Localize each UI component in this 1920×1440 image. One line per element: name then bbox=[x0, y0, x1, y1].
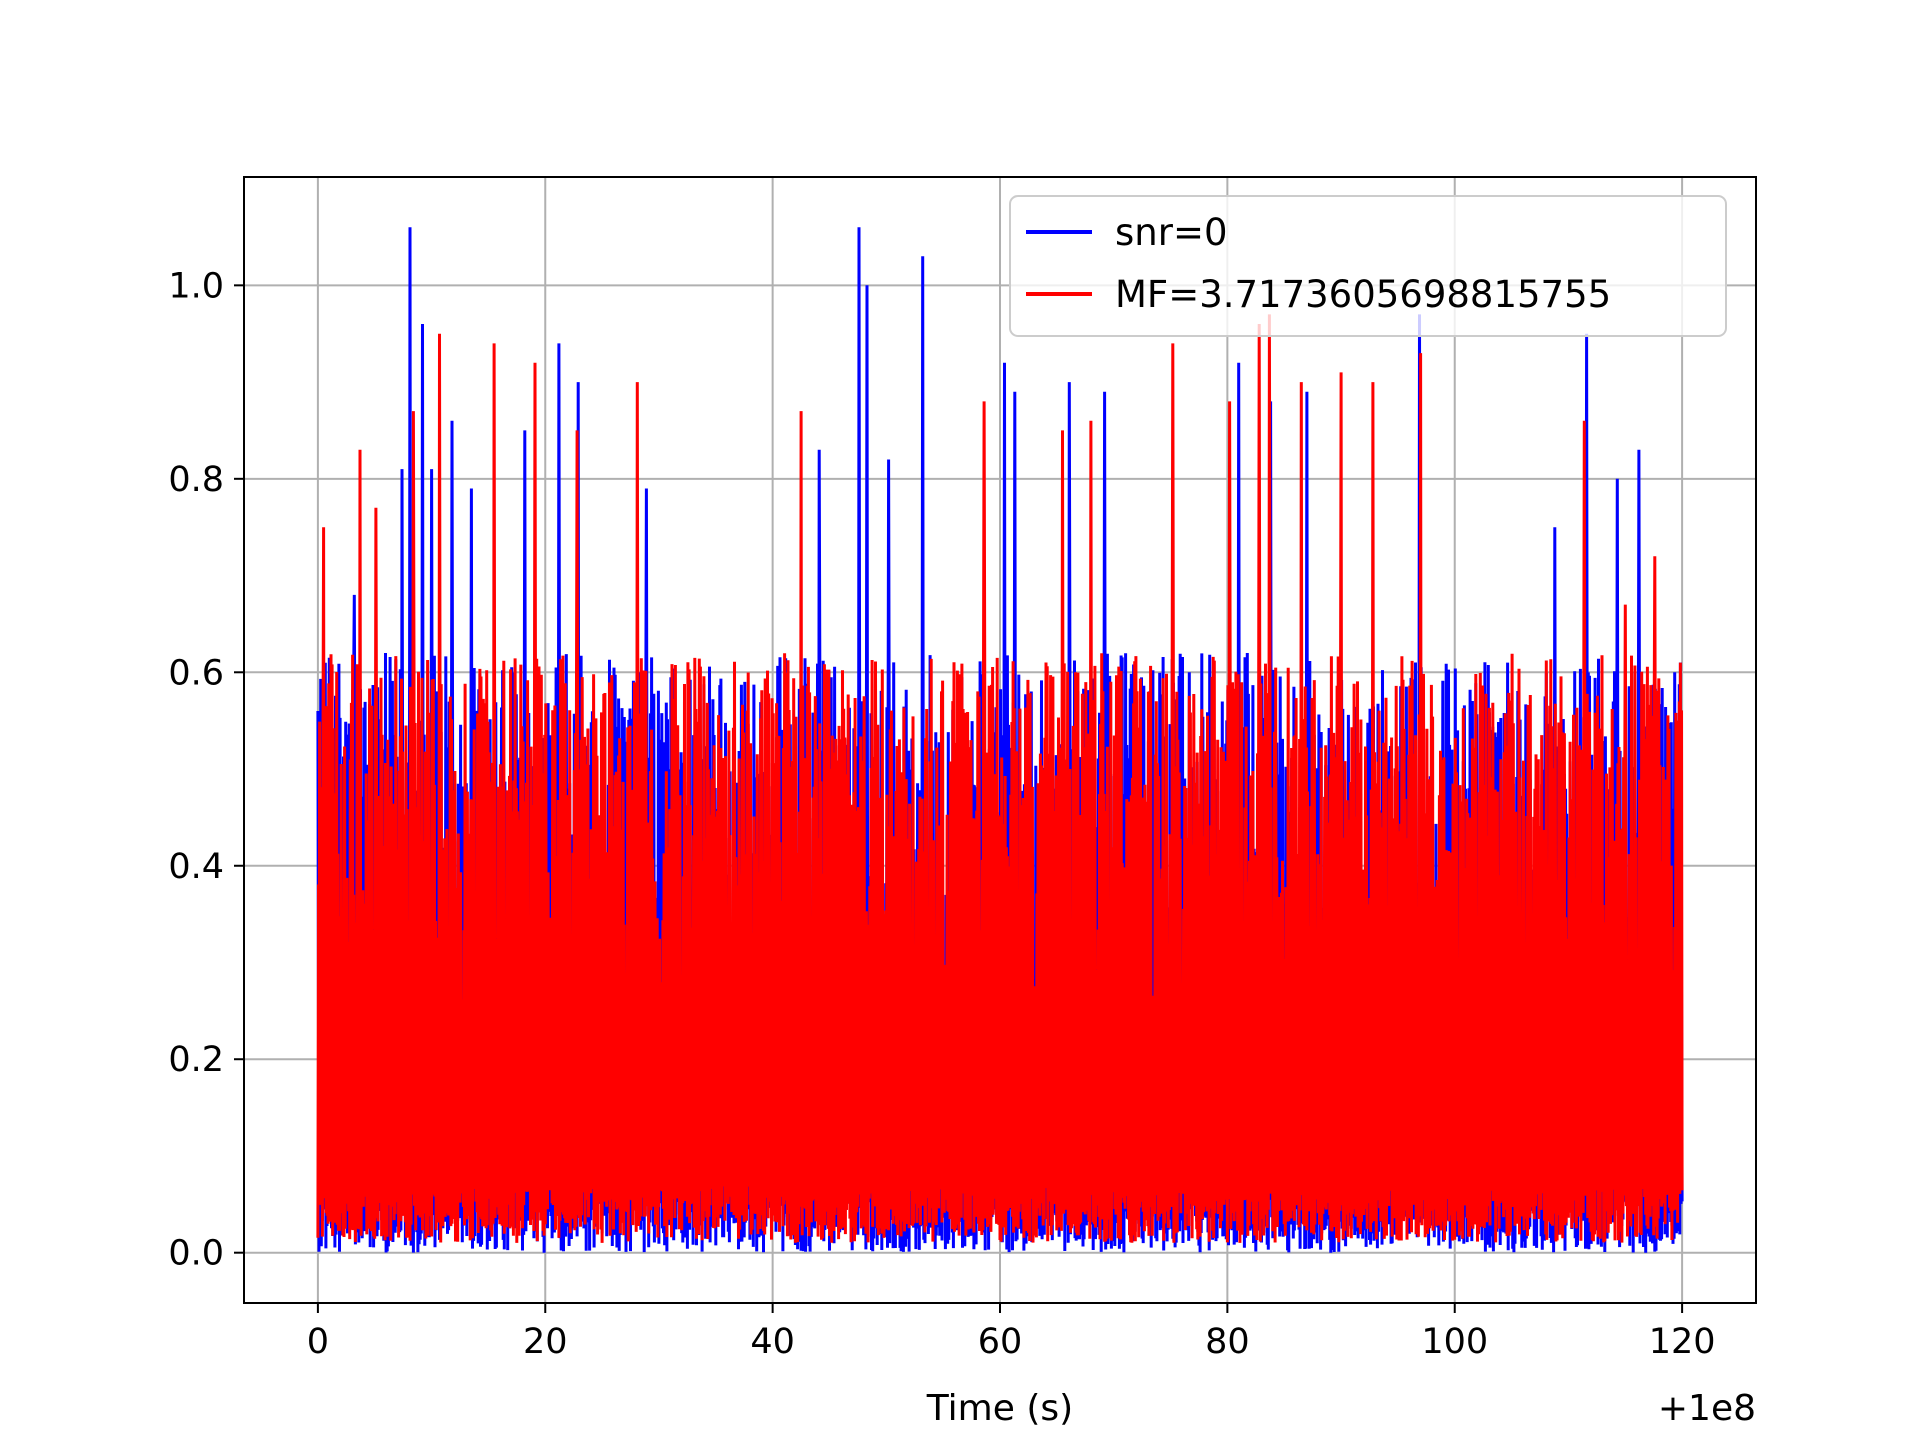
x-tick-label: 100 bbox=[1421, 1322, 1488, 1362]
x-tick-label: 60 bbox=[978, 1322, 1023, 1362]
y-tick-label: 0.6 bbox=[168, 653, 224, 693]
y-tick-label: 1.0 bbox=[168, 266, 224, 306]
x-axis-offset-label: +1e8 bbox=[1658, 1388, 1756, 1429]
x-axis: 0 20 40 60 80 100 120 bbox=[307, 1303, 1716, 1362]
legend-box bbox=[1009, 195, 1727, 337]
y-tick-label: 0.2 bbox=[168, 1040, 224, 1080]
y-axis: 0.0 0.2 0.4 0.6 0.8 1.0 bbox=[168, 266, 244, 1274]
x-axis-label: Time (s) bbox=[926, 1388, 1073, 1429]
legend-label: MF=3.7173605698815755 bbox=[1115, 273, 1611, 316]
x-tick-label: 0 bbox=[307, 1322, 329, 1362]
y-tick-label: 0.8 bbox=[168, 460, 224, 500]
x-tick-label: 80 bbox=[1205, 1322, 1250, 1362]
x-tick-label: 20 bbox=[523, 1322, 568, 1362]
legend: snr=0 MF=3.7173605698815755 bbox=[1009, 195, 1727, 337]
x-tick-label: 120 bbox=[1649, 1322, 1716, 1362]
y-tick-label: 0.4 bbox=[168, 847, 224, 887]
y-tick-label: 0.0 bbox=[168, 1234, 224, 1274]
series-group bbox=[316, 227, 1684, 1253]
series-line bbox=[316, 314, 1684, 1243]
x-tick-label: 40 bbox=[750, 1322, 795, 1362]
legend-label: snr=0 bbox=[1115, 211, 1227, 254]
